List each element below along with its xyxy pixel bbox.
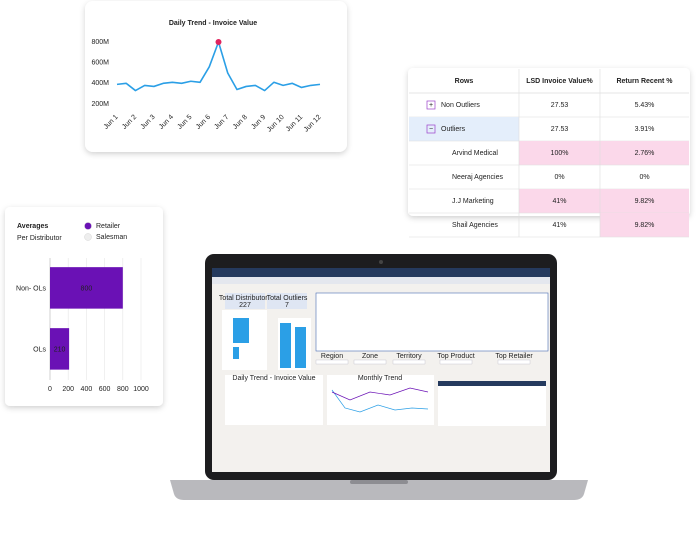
screen-table-header <box>438 381 546 386</box>
y-tick-label: 400M <box>91 80 109 87</box>
table-cell: 41% <box>552 198 566 205</box>
line-card <box>85 1 347 152</box>
laptop-base <box>170 480 588 500</box>
screen-bar <box>233 318 249 343</box>
screen-panel <box>225 375 323 425</box>
table-cell: 27.53 <box>551 126 569 133</box>
cell-highlight <box>600 189 689 213</box>
table-cell: Arvind Medical <box>452 150 498 157</box>
screen-bar <box>233 347 239 359</box>
legend-label: Retailer <box>96 223 121 230</box>
table-cell: Non Outliers <box>441 102 480 109</box>
legend-label: Salesman <box>96 234 127 241</box>
table-cell: 41% <box>552 222 566 229</box>
camera <box>379 260 383 264</box>
value-label: 800 <box>81 285 93 292</box>
screen-filter-box <box>353 359 387 365</box>
y-tick-label: 200M <box>91 101 109 108</box>
table-cell: 2.76% <box>635 150 655 157</box>
table-cell: 3.91% <box>635 126 655 133</box>
expander: − <box>429 126 433 133</box>
x-tick-label: 600 <box>99 386 111 393</box>
table-cell: Neeraj Agencies <box>452 174 503 181</box>
chart-title: Daily Trend - Invoice Value <box>169 20 257 27</box>
screen-filter: Top Retailer <box>495 353 533 360</box>
x-tick-label: 1000 <box>133 386 149 393</box>
table-header: Return Recent % <box>616 78 673 85</box>
cell-highlight <box>600 213 689 237</box>
value-label: 210 <box>54 346 66 353</box>
table-cell: Shail Agencies <box>452 222 498 229</box>
bar <box>50 328 70 370</box>
screen-panel <box>327 375 434 425</box>
screen-filter: Top Product <box>437 353 474 360</box>
table-cell: 9.82% <box>635 198 655 205</box>
table-cell: 5.43% <box>635 102 655 109</box>
y-tick-label: 800M <box>91 39 109 46</box>
screen-card-value: 227 <box>239 302 251 309</box>
screen-bar <box>295 327 306 368</box>
peak-marker <box>215 39 222 45</box>
screen-panel-title: Daily Trend - Invoice Value <box>232 375 315 382</box>
screen-line <box>331 389 429 413</box>
x-tick-label: 400 <box>81 386 93 393</box>
expander-box <box>426 100 436 110</box>
table-cell: 27.53 <box>551 102 569 109</box>
screen-panel-title: Monthly Trend <box>358 375 402 382</box>
screen-card <box>267 293 307 309</box>
y-tick-label: Non- OLs <box>16 285 46 292</box>
y-tick-label: OLs <box>33 346 46 353</box>
expander-box <box>426 124 436 134</box>
cell-highlight <box>519 189 600 213</box>
laptop-notch <box>350 480 408 484</box>
bar <box>50 267 123 309</box>
table-cell: 9.82% <box>635 222 655 229</box>
screen-card-title: Total Distributors <box>219 295 272 302</box>
screen-card-value: 7 <box>285 302 289 309</box>
cell-highlight <box>519 141 600 165</box>
screen-filter: Territory <box>396 353 422 360</box>
legend-swatch <box>84 233 92 241</box>
table-header: LSD Invoice Value% <box>526 78 593 85</box>
y-tick-label: 600M <box>91 60 109 67</box>
screen-table <box>438 381 546 426</box>
table-header: Rows <box>455 78 474 85</box>
screen-line <box>331 387 429 401</box>
screen-card <box>225 293 265 309</box>
laptop <box>170 254 588 500</box>
table-cell: 0% <box>639 174 649 181</box>
screen-filter-box <box>439 359 473 365</box>
table-cell: J.J Marketing <box>452 198 494 205</box>
table-cell: 0% <box>554 174 564 181</box>
screen-table <box>315 292 549 352</box>
screen-filter: Region <box>321 353 343 360</box>
legend-swatch <box>84 222 92 230</box>
screen-bar <box>280 323 291 368</box>
chart-title: Averages <box>17 223 48 230</box>
screen-card-title: Total Outliers <box>267 295 308 302</box>
table-cell: Outliers <box>441 126 466 133</box>
x-tick-label: 800 <box>117 386 129 393</box>
screen-filter-box <box>315 359 349 365</box>
screen-filter: Zone <box>362 353 378 360</box>
screen-topbar <box>212 268 550 277</box>
screen-filter-box <box>497 359 531 365</box>
expander: + <box>429 102 433 109</box>
x-tick-label: 200 <box>62 386 74 393</box>
x-tick-label: 0 <box>48 386 52 393</box>
cell-highlight <box>600 141 689 165</box>
screen-tabs <box>212 277 550 284</box>
screen-filter-box <box>392 359 426 365</box>
chart-subtitle: Per Distributor <box>17 235 62 242</box>
table-cell: 100% <box>551 150 569 157</box>
